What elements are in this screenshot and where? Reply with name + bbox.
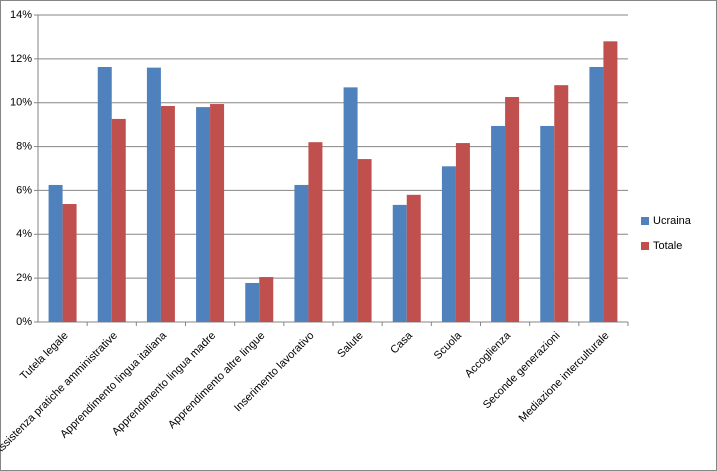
bar: [392, 204, 407, 322]
legend-label: Ucraina: [653, 215, 692, 227]
bar: [343, 87, 358, 322]
legend-label: Totale: [653, 240, 682, 252]
bar: [111, 118, 126, 322]
bar: [357, 159, 372, 322]
bar: [245, 282, 260, 322]
bar: [196, 107, 211, 322]
bar: [491, 125, 506, 322]
bar: [160, 106, 175, 322]
y-tick-label: 14%: [10, 9, 32, 21]
legend-swatch: [641, 242, 649, 250]
bar: [406, 194, 421, 322]
bar: [589, 66, 604, 323]
legend-swatch: [641, 217, 649, 225]
bar: [48, 184, 63, 322]
bar: [554, 85, 569, 323]
bar: [146, 67, 161, 322]
y-tick-label: 0%: [16, 316, 32, 328]
bar: [97, 66, 112, 323]
bar: [210, 104, 225, 322]
bar: [505, 97, 520, 323]
y-tick-label: 10%: [10, 97, 32, 109]
bar: [455, 143, 470, 322]
y-tick-label: 2%: [16, 272, 32, 284]
bar: [308, 142, 323, 322]
y-tick-label: 4%: [16, 228, 32, 240]
y-tick-label: 8%: [16, 140, 32, 152]
y-tick-label: 12%: [10, 53, 32, 65]
bar: [603, 41, 618, 323]
bar: [294, 184, 309, 322]
bar: [259, 277, 274, 322]
bar: [441, 166, 456, 322]
bar: [62, 204, 77, 322]
y-tick-label: 6%: [16, 184, 32, 196]
bar: [540, 125, 555, 322]
